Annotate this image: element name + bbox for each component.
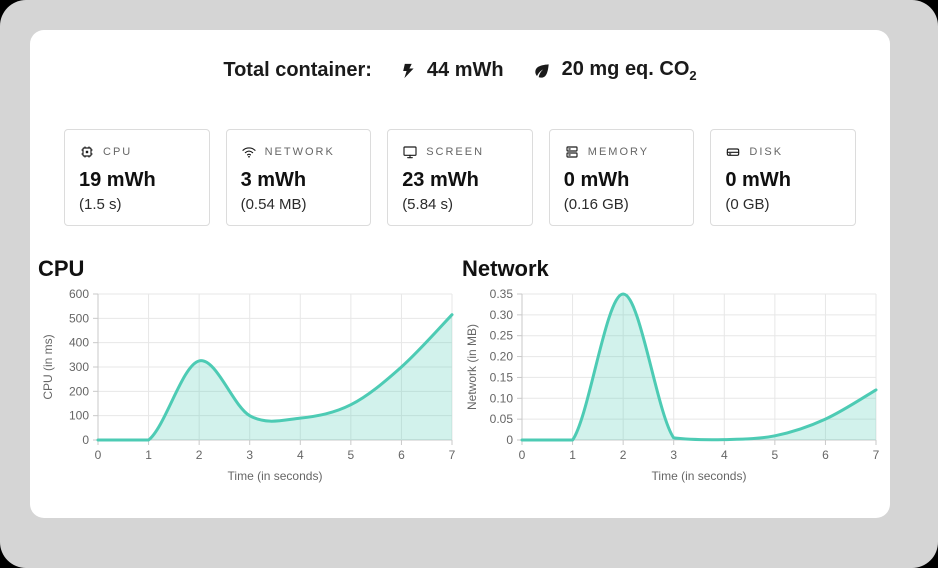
- svg-text:0: 0: [82, 433, 89, 447]
- card-detail: (0 GB): [725, 196, 770, 213]
- cpu-chart-title: CPU: [38, 256, 85, 281]
- cpu-chip-icon: [81, 146, 93, 158]
- total-container-title: Total container:: [223, 59, 372, 81]
- card-value: 0 mWh: [563, 169, 630, 191]
- svg-text:Network (in MB): Network (in MB): [465, 324, 479, 410]
- svg-text:5: 5: [772, 448, 779, 462]
- total-co2-value: 20 mg eq. CO2: [561, 58, 697, 83]
- svg-text:4: 4: [297, 448, 304, 462]
- card-value: 19 mWh: [79, 169, 156, 191]
- svg-text:3: 3: [670, 448, 677, 462]
- svg-text:4: 4: [721, 448, 728, 462]
- network-chart-section: Network 0 0.05 0.10 0.15 0.20 0.25 0.30 0.35 0 1 2…: [462, 256, 886, 488]
- svg-text:CPU (in ms): CPU (in ms): [41, 334, 55, 399]
- leaf-icon: [534, 63, 549, 78]
- svg-text:2: 2: [196, 448, 203, 462]
- svg-text:Time (in seconds): Time (in seconds): [228, 469, 323, 483]
- memory-icon: [566, 146, 578, 158]
- svg-text:1: 1: [145, 448, 152, 462]
- svg-text:5: 5: [348, 448, 355, 462]
- card-value: 23 mWh: [402, 169, 479, 191]
- monitor-icon: [403, 146, 417, 159]
- svg-text:0: 0: [506, 433, 513, 447]
- svg-text:0: 0: [519, 448, 526, 462]
- svg-text:600: 600: [69, 287, 89, 301]
- card-detail: (1.5 s): [79, 196, 122, 213]
- metric-card-network: NETWORK 3 mWh (0.54 MB): [225, 129, 372, 226]
- card-head-disk: DISK: [725, 144, 841, 160]
- card-head-cpu: CPU: [79, 144, 195, 160]
- card-detail: (0.16 GB): [563, 196, 629, 213]
- card-value: 3 mWh: [240, 169, 307, 191]
- card-label: SCREEN: [426, 146, 485, 158]
- svg-text:0.30: 0.30: [490, 308, 514, 322]
- svg-text:Time (in seconds): Time (in seconds): [652, 469, 747, 483]
- metric-card-disk: DISK 0 mWh (0 GB): [710, 129, 856, 226]
- charts-row: CPU 0 100 200 300 400 500 600 0 1 2 3 4 5 6 7 Time (in …: [30, 256, 890, 488]
- svg-text:0.25: 0.25: [490, 329, 514, 343]
- svg-text:7: 7: [449, 448, 456, 462]
- metric-card-memory: MEMORY 0 mWh (0.16 GB): [548, 129, 695, 226]
- svg-text:400: 400: [69, 336, 89, 350]
- svg-text:100: 100: [69, 409, 89, 423]
- svg-text:6: 6: [822, 448, 829, 462]
- metric-cards-row: CPU 19 mWh (1.5 s) NETWORK: [30, 129, 890, 226]
- svg-text:500: 500: [69, 311, 89, 325]
- card-label: MEMORY: [587, 146, 650, 158]
- total-energy-metric: 44 mWh: [400, 59, 504, 82]
- card-label: NETWORK: [264, 146, 335, 158]
- dashboard-panel: Total container: 44 mWh 20 mg eq. CO2: [30, 30, 890, 518]
- svg-text:2: 2: [620, 448, 627, 462]
- svg-text:0.20: 0.20: [490, 350, 514, 364]
- disk-icon: [727, 148, 740, 156]
- metric-card-screen: SCREEN 23 mWh (5.84 s): [387, 129, 533, 226]
- card-detail: (5.84 s): [402, 196, 454, 213]
- svg-text:0: 0: [95, 448, 102, 462]
- card-label: CPU: [103, 146, 133, 158]
- total-container-header: Total container: 44 mWh 20 mg eq. CO2: [30, 30, 890, 83]
- svg-text:0.15: 0.15: [490, 370, 514, 384]
- network-chart[interactable]: 0 0.05 0.10 0.15 0.20 0.25 0.30 0.35 0 1 2 3 4 5 6 7 Tim…: [462, 284, 886, 488]
- svg-text:6: 6: [398, 448, 405, 462]
- svg-text:3: 3: [246, 448, 253, 462]
- wifi-icon: [242, 147, 256, 158]
- card-head-memory: MEMORY: [564, 144, 680, 160]
- card-head-screen: SCREEN: [402, 144, 518, 160]
- bolt-icon: [403, 63, 414, 78]
- metric-card-cpu: CPU 19 mWh (1.5 s): [64, 129, 210, 226]
- svg-text:7: 7: [873, 448, 880, 462]
- cpu-chart[interactable]: 0 100 200 300 400 500 600 0 1 2 3 4 5 6 7 Time (in seco…: [38, 284, 462, 488]
- svg-text:0.10: 0.10: [490, 391, 514, 405]
- svg-text:200: 200: [69, 384, 89, 398]
- card-detail: (0.54 MB): [240, 196, 307, 213]
- card-value: 0 mWh: [725, 169, 791, 191]
- network-chart-title: Network: [462, 256, 549, 281]
- svg-text:1: 1: [569, 448, 576, 462]
- total-energy-value: 44 mWh: [426, 59, 504, 81]
- svg-text:0.05: 0.05: [490, 412, 514, 426]
- svg-text:300: 300: [69, 360, 89, 374]
- card-label: DISK: [749, 146, 784, 158]
- cpu-chart-section: CPU 0 100 200 300 400 500 600 0 1 2 3 4 5 6 7 Time (in …: [38, 256, 462, 488]
- svg-text:0.35: 0.35: [490, 287, 514, 301]
- total-co2-metric: 20 mg eq. CO2: [532, 58, 697, 83]
- card-head-network: NETWORK: [241, 144, 357, 160]
